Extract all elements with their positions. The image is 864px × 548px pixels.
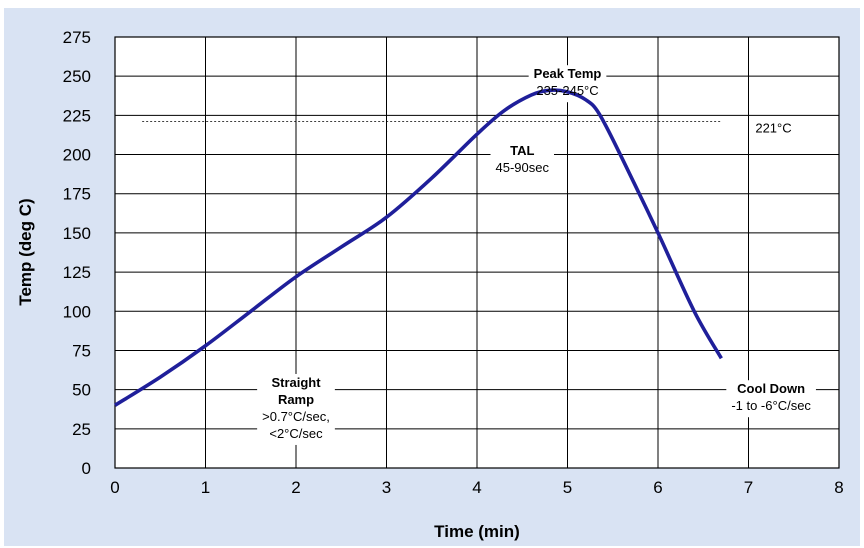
y-tick-label-8: 200 <box>63 146 91 165</box>
annotation-3-bg <box>726 380 816 418</box>
x-tick-label-8: 8 <box>834 478 843 497</box>
annotation-2-bg <box>257 373 335 445</box>
y-tick-label-0: 0 <box>82 459 91 478</box>
x-tick-label-7: 7 <box>744 478 753 497</box>
annotation-1: TAL 45-90sec <box>496 143 550 175</box>
x-tick-label-1: 1 <box>201 478 210 497</box>
grid <box>114 36 840 469</box>
annotation-0: Peak Temp 235-245°C <box>534 66 602 98</box>
annotation-2-line-1: Ramp <box>278 392 314 407</box>
annotation-2-line-3: <2°C/sec <box>269 426 323 441</box>
x-tick-label-3: 3 <box>382 478 391 497</box>
annotations: Peak Temp 235-245°C TAL 45-90sec Straight Ram… <box>262 66 811 441</box>
x-tick-label-2: 2 <box>291 478 300 497</box>
annotation-3: Cool Down -1 to -6°C/sec <box>731 381 811 413</box>
x-axis-ticks: 0 1 2 3 4 5 6 7 8 <box>110 478 843 497</box>
reference-line-label: 221°C <box>755 121 791 136</box>
annotation-0-line-1: 235-245°C <box>536 83 598 98</box>
y-tick-label-1: 25 <box>72 420 91 439</box>
y-tick-label-5: 125 <box>63 263 91 282</box>
x-tick-label-4: 4 <box>472 478 481 497</box>
annotation-2-line-0: Straight <box>271 375 321 390</box>
y-tick-label-6: 150 <box>63 224 91 243</box>
annotation-0-bg <box>528 65 607 103</box>
annotation-3-line-0: Cool Down <box>737 381 805 396</box>
reference-line-label-bg <box>751 120 808 138</box>
x-tick-label-5: 5 <box>563 478 572 497</box>
annotation-3-line-1: -1 to -6°C/sec <box>731 398 811 413</box>
y-tick-label-10: 250 <box>63 67 91 86</box>
annotation-1-line-1: 45-90sec <box>496 160 550 175</box>
y-tick-label-11: 275 <box>63 28 91 47</box>
annotation-2-line-2: >0.7°C/sec, <box>262 409 330 424</box>
series-line-0 <box>114 88 723 407</box>
y-axis-ticks: 0 25 50 75 100 125 150 175 200 225 250 275 <box>63 28 91 478</box>
y-tick-label-2: 50 <box>72 381 91 400</box>
annotation-0-line-0: Peak Temp <box>534 66 602 81</box>
series-layer <box>114 88 723 407</box>
x-tick-label-6: 6 <box>653 478 662 497</box>
reference-line: 221°C <box>142 120 808 138</box>
x-tick-label-0: 0 <box>110 478 119 497</box>
x-axis-title: Time (min) <box>434 522 520 541</box>
y-tick-label-4: 100 <box>63 302 91 321</box>
y-axis-title: Temp (deg C) <box>16 198 35 305</box>
y-tick-label-7: 175 <box>63 185 91 204</box>
annotation-1-bg <box>490 142 554 180</box>
annotation-1-line-0: TAL <box>510 143 534 158</box>
y-tick-label-3: 75 <box>72 341 91 360</box>
y-tick-label-9: 225 <box>63 106 91 125</box>
annotation-2: Straight Ramp >0.7°C/sec, <2°C/sec <box>262 375 330 441</box>
